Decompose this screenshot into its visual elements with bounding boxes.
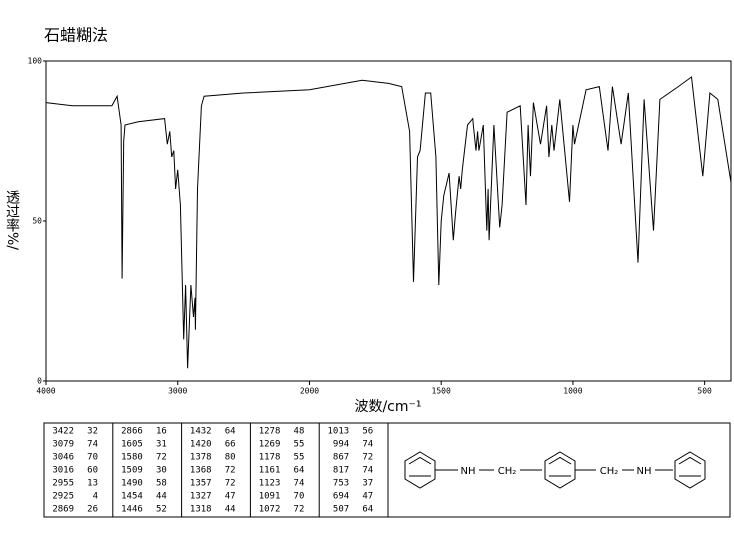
spectrum-line [45, 76, 732, 369]
peak-transmittance: 74 [362, 440, 373, 450]
y-axis-label: 透过率%/ [4, 190, 20, 250]
peak-wavenumber: 1318 [190, 505, 212, 515]
peak-wavenumber: 1091 [259, 492, 281, 502]
benzene-ring [544, 451, 576, 489]
peak-wavenumber: 694 [333, 492, 349, 502]
peak-transmittance: 47 [225, 492, 236, 502]
y-tick-label: 100 [28, 57, 43, 66]
peak-wavenumber: 867 [333, 453, 349, 463]
peak-wavenumber: 1490 [121, 479, 143, 489]
peak-transmittance: 44 [225, 505, 236, 515]
peak-transmittance: 72 [156, 453, 167, 463]
peak-transmittance: 64 [362, 505, 373, 515]
peak-transmittance: 74 [362, 466, 373, 476]
peak-transmittance: 72 [225, 479, 236, 489]
peak-transmittance: 30 [156, 466, 167, 476]
peak-wavenumber: 2955 [52, 479, 74, 489]
peak-wavenumber: 1013 [328, 427, 350, 437]
x-tick-label: 1000 [563, 387, 582, 396]
chart-title: 石蜡糊法 [44, 26, 108, 45]
plot-frame [45, 60, 732, 382]
peak-transmittance: 55 [294, 440, 305, 450]
structure [404, 451, 706, 489]
peak-wavenumber: 1269 [259, 440, 281, 450]
peak-transmittance: 56 [362, 427, 373, 437]
peak-wavenumber: 753 [333, 479, 349, 489]
peak-transmittance: 55 [294, 453, 305, 463]
peak-transmittance: 72 [225, 466, 236, 476]
peak-transmittance: 52 [156, 505, 167, 515]
peak-transmittance: 31 [156, 440, 167, 450]
peak-wavenumber: 1368 [190, 466, 212, 476]
peak-transmittance: 16 [156, 427, 167, 437]
peak-wavenumber: 1357 [190, 479, 212, 489]
peak-wavenumber: 3079 [52, 440, 74, 450]
table-frame [43, 422, 731, 518]
peak-wavenumber: 1161 [259, 466, 281, 476]
atom-label: CH₂ [600, 466, 619, 477]
x-tick-label: 500 [697, 387, 712, 396]
double-bond [678, 456, 702, 465]
peak-transmittance: 72 [294, 505, 305, 515]
x-axis-label: 波数/cm⁻¹ [354, 399, 421, 415]
peak-wavenumber: 994 [333, 440, 349, 450]
peak-wavenumber: 507 [333, 505, 349, 515]
peak-transmittance: 60 [87, 466, 98, 476]
x-tick-label: 4000 [36, 387, 55, 396]
peak-transmittance: 32 [87, 427, 98, 437]
peak-transmittance: 66 [225, 440, 236, 450]
peak-transmittance: 72 [362, 453, 373, 463]
peak-wavenumber: 3422 [52, 427, 74, 437]
x-tick-label: 1500 [432, 387, 451, 396]
peak-transmittance: 44 [156, 492, 167, 502]
peak-wavenumber: 2925 [52, 492, 74, 502]
peak-wavenumber: 1278 [259, 427, 281, 437]
y-tick-label: 50 [32, 217, 42, 226]
peak-wavenumber: 1605 [121, 440, 143, 450]
double-bond [408, 456, 432, 465]
peak-wavenumber: 1072 [259, 505, 281, 515]
peak-wavenumber: 1327 [190, 492, 212, 502]
peak-transmittance: 74 [87, 440, 98, 450]
peak-wavenumber: 1446 [121, 505, 143, 515]
atom-label: NH [461, 466, 476, 477]
y-tick-label: 0 [37, 377, 42, 386]
peak-transmittance: 26 [87, 505, 98, 515]
peak-wavenumber: 1454 [121, 492, 143, 502]
peak-transmittance: 70 [294, 492, 305, 502]
x-tick-label: 2000 [300, 387, 319, 396]
peak-transmittance: 58 [156, 479, 167, 489]
peak-transmittance: 80 [225, 453, 236, 463]
peak-wavenumber: 1432 [190, 427, 212, 437]
peak-wavenumber: 1420 [190, 440, 212, 450]
peak-transmittance: 74 [294, 479, 305, 489]
peak-transmittance: 64 [225, 427, 236, 437]
peak-transmittance: 64 [294, 466, 305, 476]
peak-transmittance: 70 [87, 453, 98, 463]
peak-transmittance: 13 [87, 479, 98, 489]
peak-wavenumber: 1580 [121, 453, 143, 463]
benzene-ring [674, 451, 706, 489]
peak-wavenumber: 1178 [259, 453, 281, 463]
peak-wavenumber: 2869 [52, 505, 74, 515]
peak-transmittance: 37 [362, 479, 373, 489]
peak-wavenumber: 1378 [190, 453, 212, 463]
atom-label: NH [637, 466, 652, 477]
atom-label: CH₂ [498, 466, 517, 477]
double-bond [548, 456, 572, 465]
peak-wavenumber: 2866 [121, 427, 143, 437]
peak-wavenumber: 817 [333, 466, 349, 476]
peak-wavenumber: 3046 [52, 453, 74, 463]
peak-transmittance: 47 [362, 492, 373, 502]
x-tick-label: 3000 [168, 387, 187, 396]
peak-wavenumber: 3016 [52, 466, 74, 476]
peak-wavenumber: 1123 [259, 479, 281, 489]
peak-wavenumber: 1509 [121, 466, 143, 476]
peak-transmittance: 48 [294, 427, 305, 437]
benzene-ring [404, 451, 436, 489]
peak-transmittance: 4 [93, 492, 98, 502]
